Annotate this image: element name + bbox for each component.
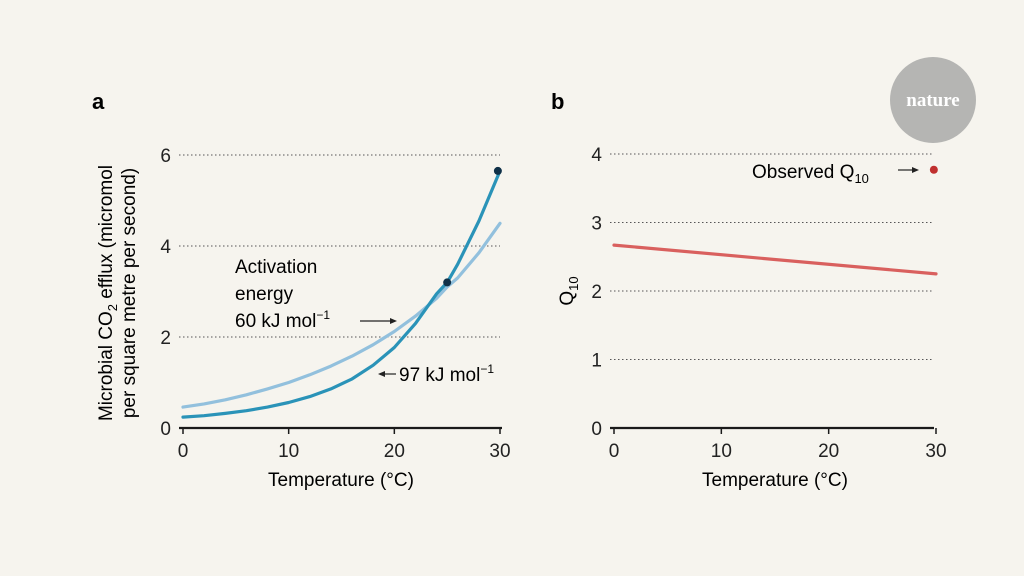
y-tick-label: 0: [160, 419, 171, 440]
observed-q10-label: Observed Q10: [752, 162, 869, 186]
x-tick-label: 30: [925, 441, 946, 462]
y-tick-label: 6: [160, 146, 171, 167]
panel-a-y-axis-label-line2: per square metre per second): [119, 168, 140, 418]
panel-a-y-axis-label-line1: Microbial CO2 efflux (micromol: [96, 165, 120, 421]
panel-b-chart: 0 1 2 3 4 0 10 20 30 Temperature (°C) Q10 Observ…: [557, 145, 947, 491]
x-tick-label: 10: [278, 441, 299, 462]
panel-a-gridlines: [179, 154, 500, 338]
panel-b-points: [929, 165, 938, 174]
ea60-arrow: [360, 318, 397, 324]
x-tick-label: 0: [178, 441, 189, 462]
y-tick-label: 1: [591, 351, 602, 372]
panel-a-chart: 0 2 4 6 0 10 20 30 Temperature (°C) Microbial C…: [96, 146, 511, 491]
activation-label-line2: energy: [235, 284, 294, 305]
panel-a-points: [443, 166, 502, 287]
x-tick-label: 20: [818, 441, 839, 462]
panel-b-axes: [610, 426, 937, 434]
observed-q10-arrow: [898, 167, 919, 173]
panel-b-label: b: [551, 89, 564, 114]
activation-label-line1: Activation: [235, 257, 317, 278]
panel-a-y-axis-label: Microbial CO2 efflux (micromol per squar…: [96, 165, 140, 421]
panel-a-x-axis-label: Temperature (°C): [268, 470, 414, 491]
y-tick-label: 3: [591, 214, 602, 235]
panel-a-tick-labels: 0 2 4 6 0 10 20 30: [160, 146, 510, 462]
y-tick-label: 0: [591, 419, 602, 440]
ea97-arrow: [378, 371, 396, 377]
logo-circle: [890, 57, 976, 143]
panel-a-label: a: [92, 89, 105, 114]
x-tick-label: 20: [384, 441, 405, 462]
nature-logo: nature: [890, 57, 976, 143]
panel-b-y-axis-label: Q10: [557, 276, 581, 305]
y-tick-label: 4: [591, 145, 602, 166]
curve-97kj: [181, 169, 502, 419]
panel-b-curves: [612, 243, 938, 276]
panel-b-y-axis-label-text: Q10: [557, 276, 581, 305]
panel-b-gridlines: [610, 153, 932, 360]
y-tick-label: 4: [160, 237, 171, 258]
q10-line: [612, 243, 938, 276]
data-point: [443, 278, 452, 287]
y-tick-label: 2: [591, 282, 602, 303]
data-point: [493, 166, 502, 175]
y-tick-label: 2: [160, 328, 171, 349]
ea97-label: 97 kJ mol−1: [399, 362, 494, 386]
x-tick-label: 0: [609, 441, 620, 462]
x-tick-label: 30: [489, 441, 510, 462]
logo-text: nature: [906, 90, 959, 111]
observed-q10-point: [929, 165, 938, 174]
panel-a-axes: [179, 426, 502, 434]
ea60-label: 60 kJ mol−1: [235, 308, 330, 332]
panel-b-x-axis-label: Temperature (°C): [702, 470, 848, 491]
x-tick-label: 10: [711, 441, 732, 462]
panel-b-tick-labels: 0 1 2 3 4 0 10 20 30: [591, 145, 946, 462]
